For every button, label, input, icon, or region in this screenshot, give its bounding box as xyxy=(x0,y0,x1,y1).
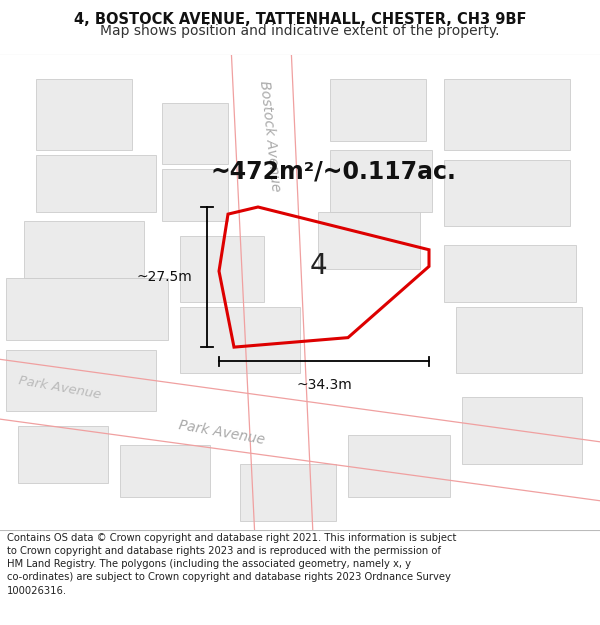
Polygon shape xyxy=(330,79,426,141)
Polygon shape xyxy=(456,307,582,373)
Text: 4: 4 xyxy=(310,252,327,280)
Polygon shape xyxy=(180,307,300,373)
Text: ~27.5m: ~27.5m xyxy=(136,270,192,284)
Polygon shape xyxy=(180,236,264,302)
Polygon shape xyxy=(318,212,420,269)
Polygon shape xyxy=(330,150,432,212)
Polygon shape xyxy=(6,278,168,340)
Text: Park Avenue: Park Avenue xyxy=(18,374,102,401)
Polygon shape xyxy=(162,102,228,164)
Polygon shape xyxy=(348,435,450,497)
Text: ~34.3m: ~34.3m xyxy=(296,378,352,392)
Polygon shape xyxy=(0,356,600,504)
Text: Park Avenue: Park Avenue xyxy=(178,418,266,447)
Polygon shape xyxy=(444,245,576,302)
Text: 4, BOSTOCK AVENUE, TATTENHALL, CHESTER, CH3 9BF: 4, BOSTOCK AVENUE, TATTENHALL, CHESTER, … xyxy=(74,12,526,27)
Polygon shape xyxy=(162,169,228,221)
Polygon shape xyxy=(36,155,156,212)
Text: Bostock Avenue: Bostock Avenue xyxy=(257,79,283,192)
Polygon shape xyxy=(444,79,570,150)
Text: Map shows position and indicative extent of the property.: Map shows position and indicative extent… xyxy=(100,24,500,39)
Polygon shape xyxy=(462,397,582,464)
Polygon shape xyxy=(444,159,570,226)
Text: Contains OS data © Crown copyright and database right 2021. This information is : Contains OS data © Crown copyright and d… xyxy=(7,533,457,596)
Polygon shape xyxy=(120,444,210,497)
Polygon shape xyxy=(36,79,132,150)
Polygon shape xyxy=(24,221,144,278)
Polygon shape xyxy=(230,44,316,541)
Polygon shape xyxy=(18,426,108,483)
Polygon shape xyxy=(6,349,156,411)
Polygon shape xyxy=(240,464,336,521)
Text: ~472m²/~0.117ac.: ~472m²/~0.117ac. xyxy=(210,159,456,183)
